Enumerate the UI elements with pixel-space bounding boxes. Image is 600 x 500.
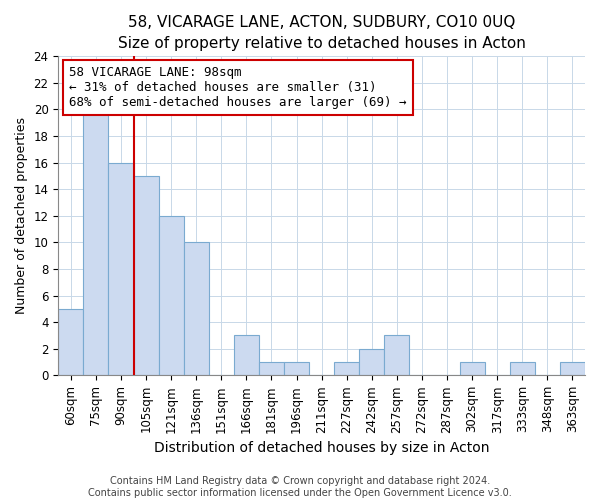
- Bar: [510, 362, 535, 376]
- Bar: [58, 309, 83, 376]
- Text: 58 VICARAGE LANE: 98sqm
← 31% of detached houses are smaller (31)
68% of semi-de: 58 VICARAGE LANE: 98sqm ← 31% of detache…: [69, 66, 406, 109]
- Bar: [284, 362, 309, 376]
- Bar: [259, 362, 284, 376]
- Bar: [134, 176, 158, 376]
- Bar: [560, 362, 585, 376]
- Title: 58, VICARAGE LANE, ACTON, SUDBURY, CO10 0UQ
Size of property relative to detache: 58, VICARAGE LANE, ACTON, SUDBURY, CO10 …: [118, 15, 526, 51]
- Y-axis label: Number of detached properties: Number of detached properties: [15, 118, 28, 314]
- Text: Contains HM Land Registry data © Crown copyright and database right 2024.
Contai: Contains HM Land Registry data © Crown c…: [88, 476, 512, 498]
- Bar: [184, 242, 209, 376]
- Bar: [158, 216, 184, 376]
- Bar: [334, 362, 359, 376]
- Bar: [385, 336, 409, 376]
- Bar: [83, 110, 109, 376]
- Bar: [234, 336, 259, 376]
- Bar: [109, 162, 134, 376]
- X-axis label: Distribution of detached houses by size in Acton: Distribution of detached houses by size …: [154, 441, 490, 455]
- Bar: [460, 362, 485, 376]
- Bar: [359, 348, 385, 376]
